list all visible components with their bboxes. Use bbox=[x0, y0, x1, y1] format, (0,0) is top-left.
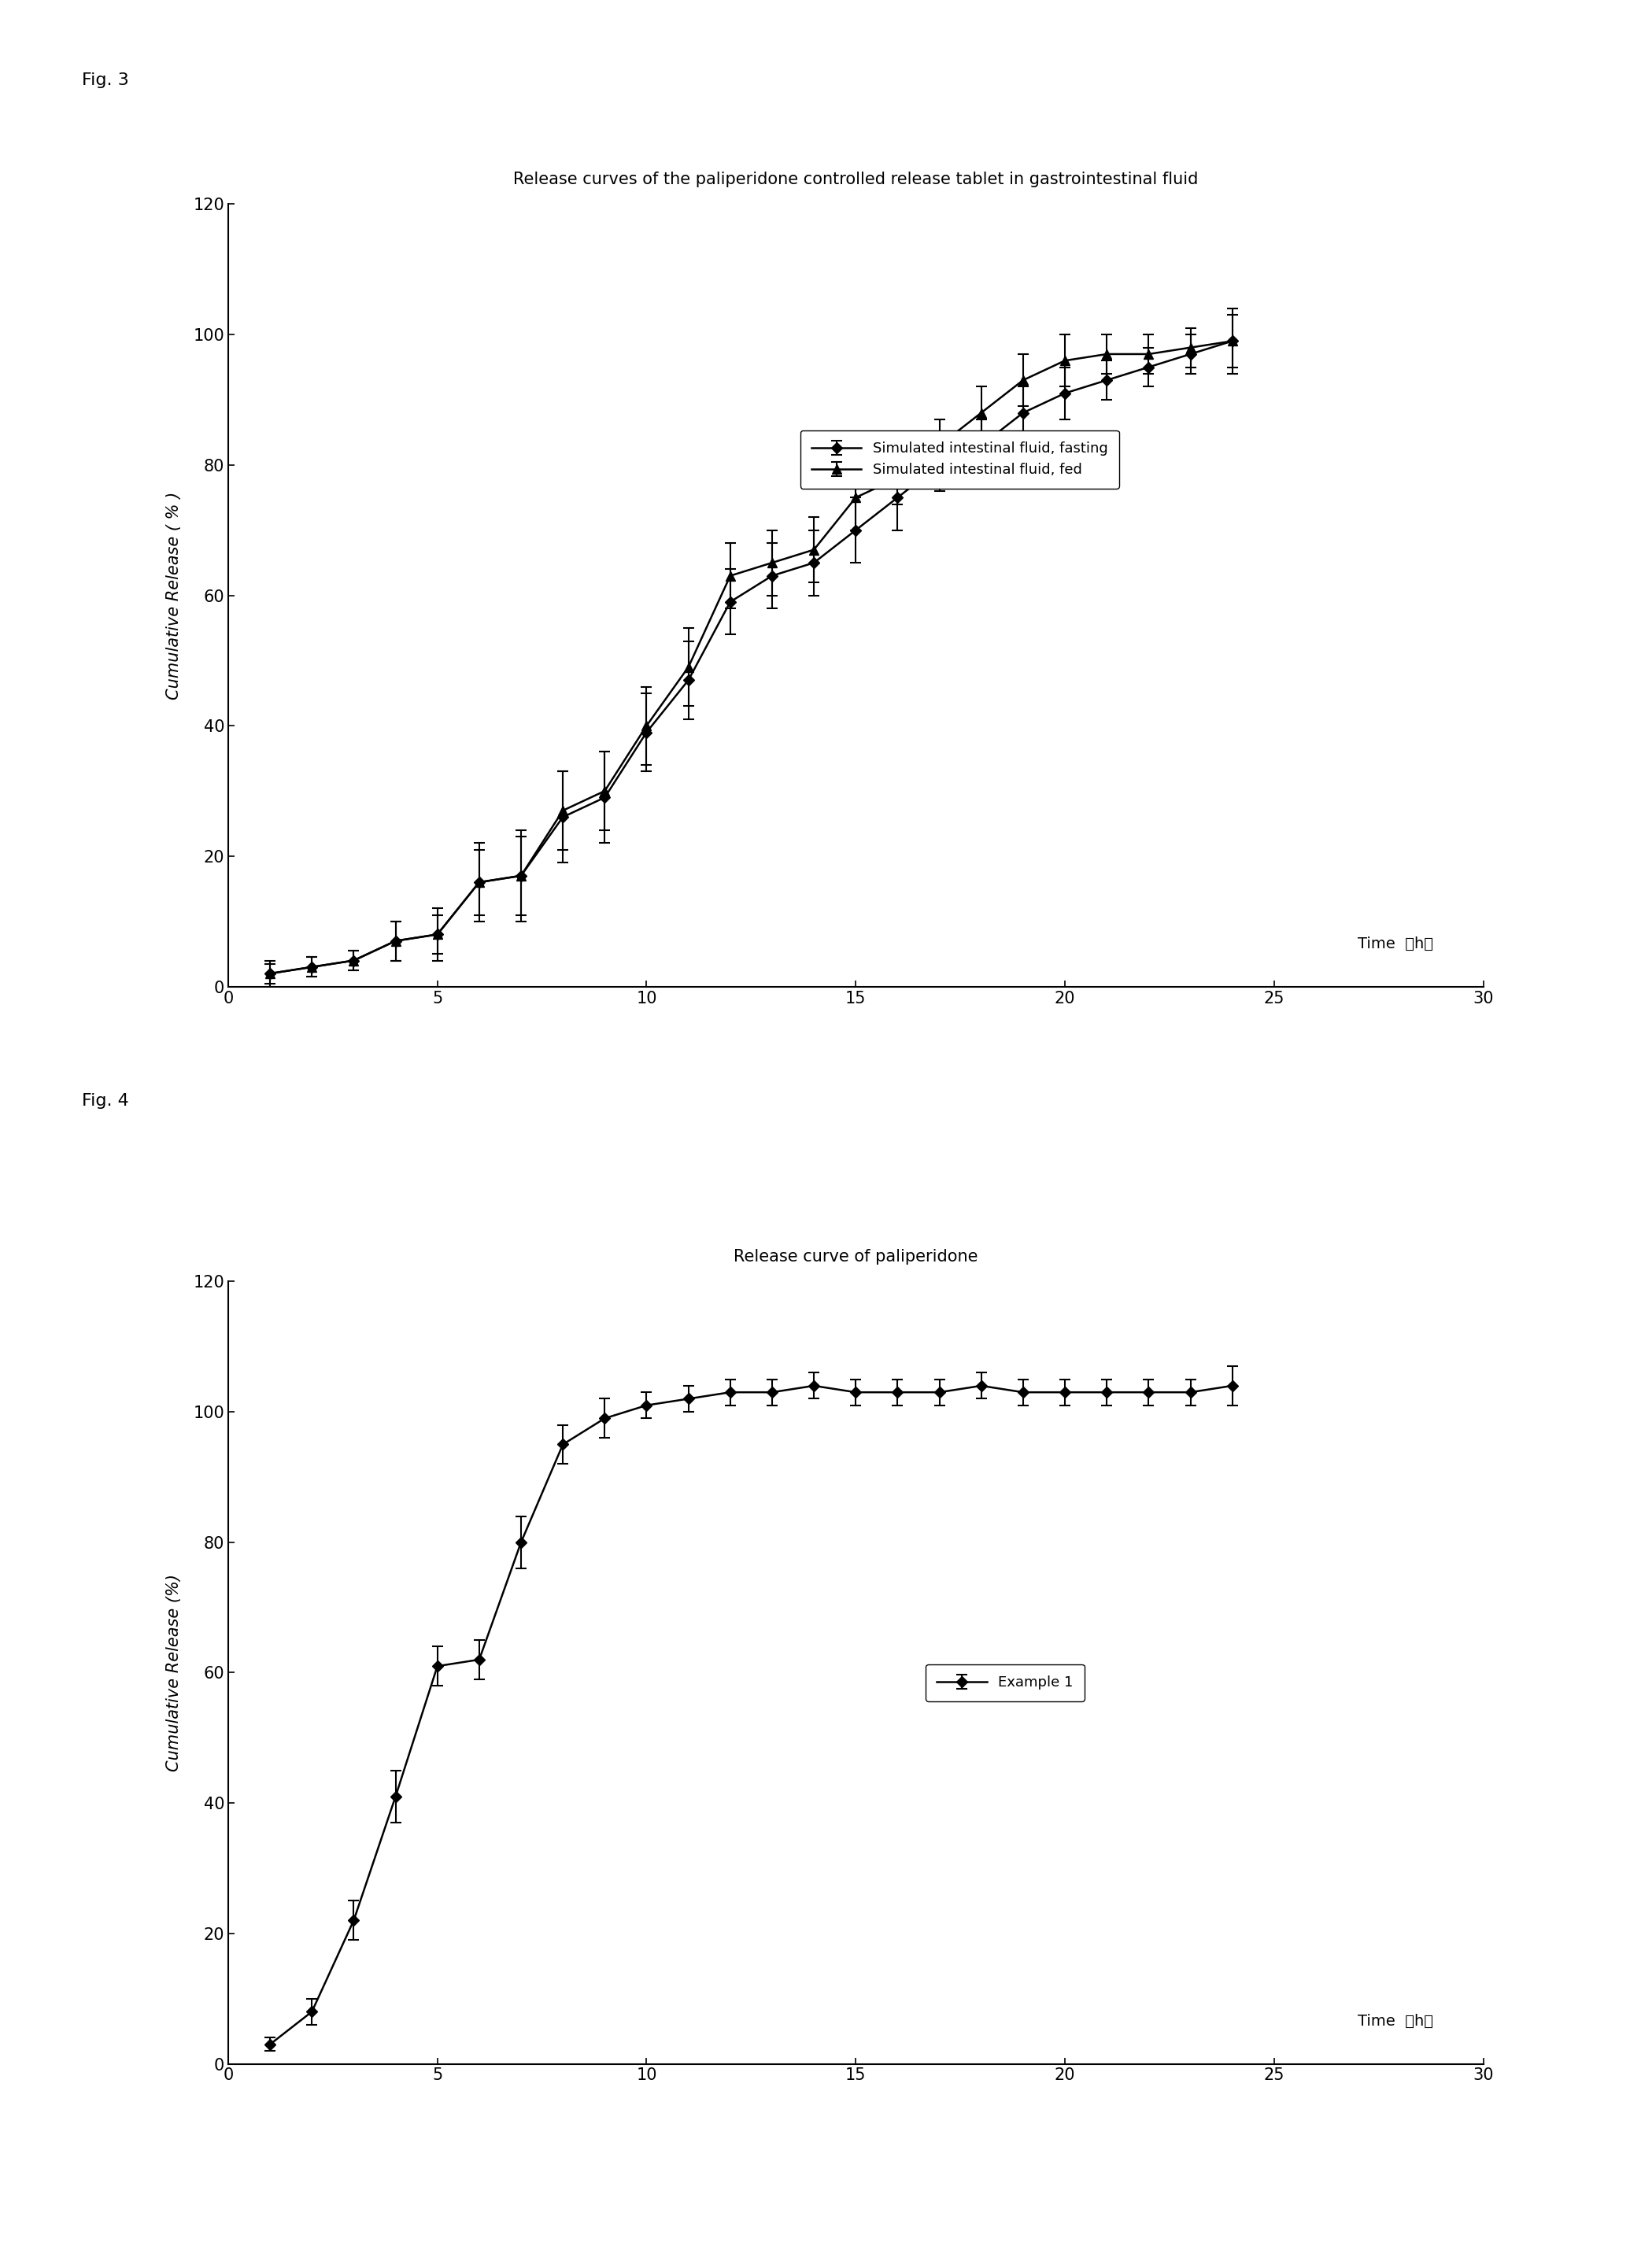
Y-axis label: Cumulative Release (%): Cumulative Release (%) bbox=[166, 1574, 183, 1771]
Text: Time  （h）: Time （h） bbox=[1358, 937, 1433, 950]
Legend: Example 1: Example 1 bbox=[926, 1665, 1084, 1701]
Text: Fig. 3: Fig. 3 bbox=[82, 73, 129, 88]
Title: Release curve of paliperidone: Release curve of paliperidone bbox=[734, 1250, 978, 1266]
Text: Fig. 4: Fig. 4 bbox=[82, 1093, 129, 1109]
Title: Release curves of the paliperidone controlled release tablet in gastrointestinal: Release curves of the paliperidone contr… bbox=[513, 172, 1198, 188]
Legend: Simulated intestinal fluid, fasting, Simulated intestinal fluid, fed: Simulated intestinal fluid, fasting, Sim… bbox=[800, 431, 1120, 488]
Y-axis label: Cumulative Release ( % ): Cumulative Release ( % ) bbox=[166, 492, 183, 699]
Text: Time  （h）: Time （h） bbox=[1358, 2014, 1433, 2028]
